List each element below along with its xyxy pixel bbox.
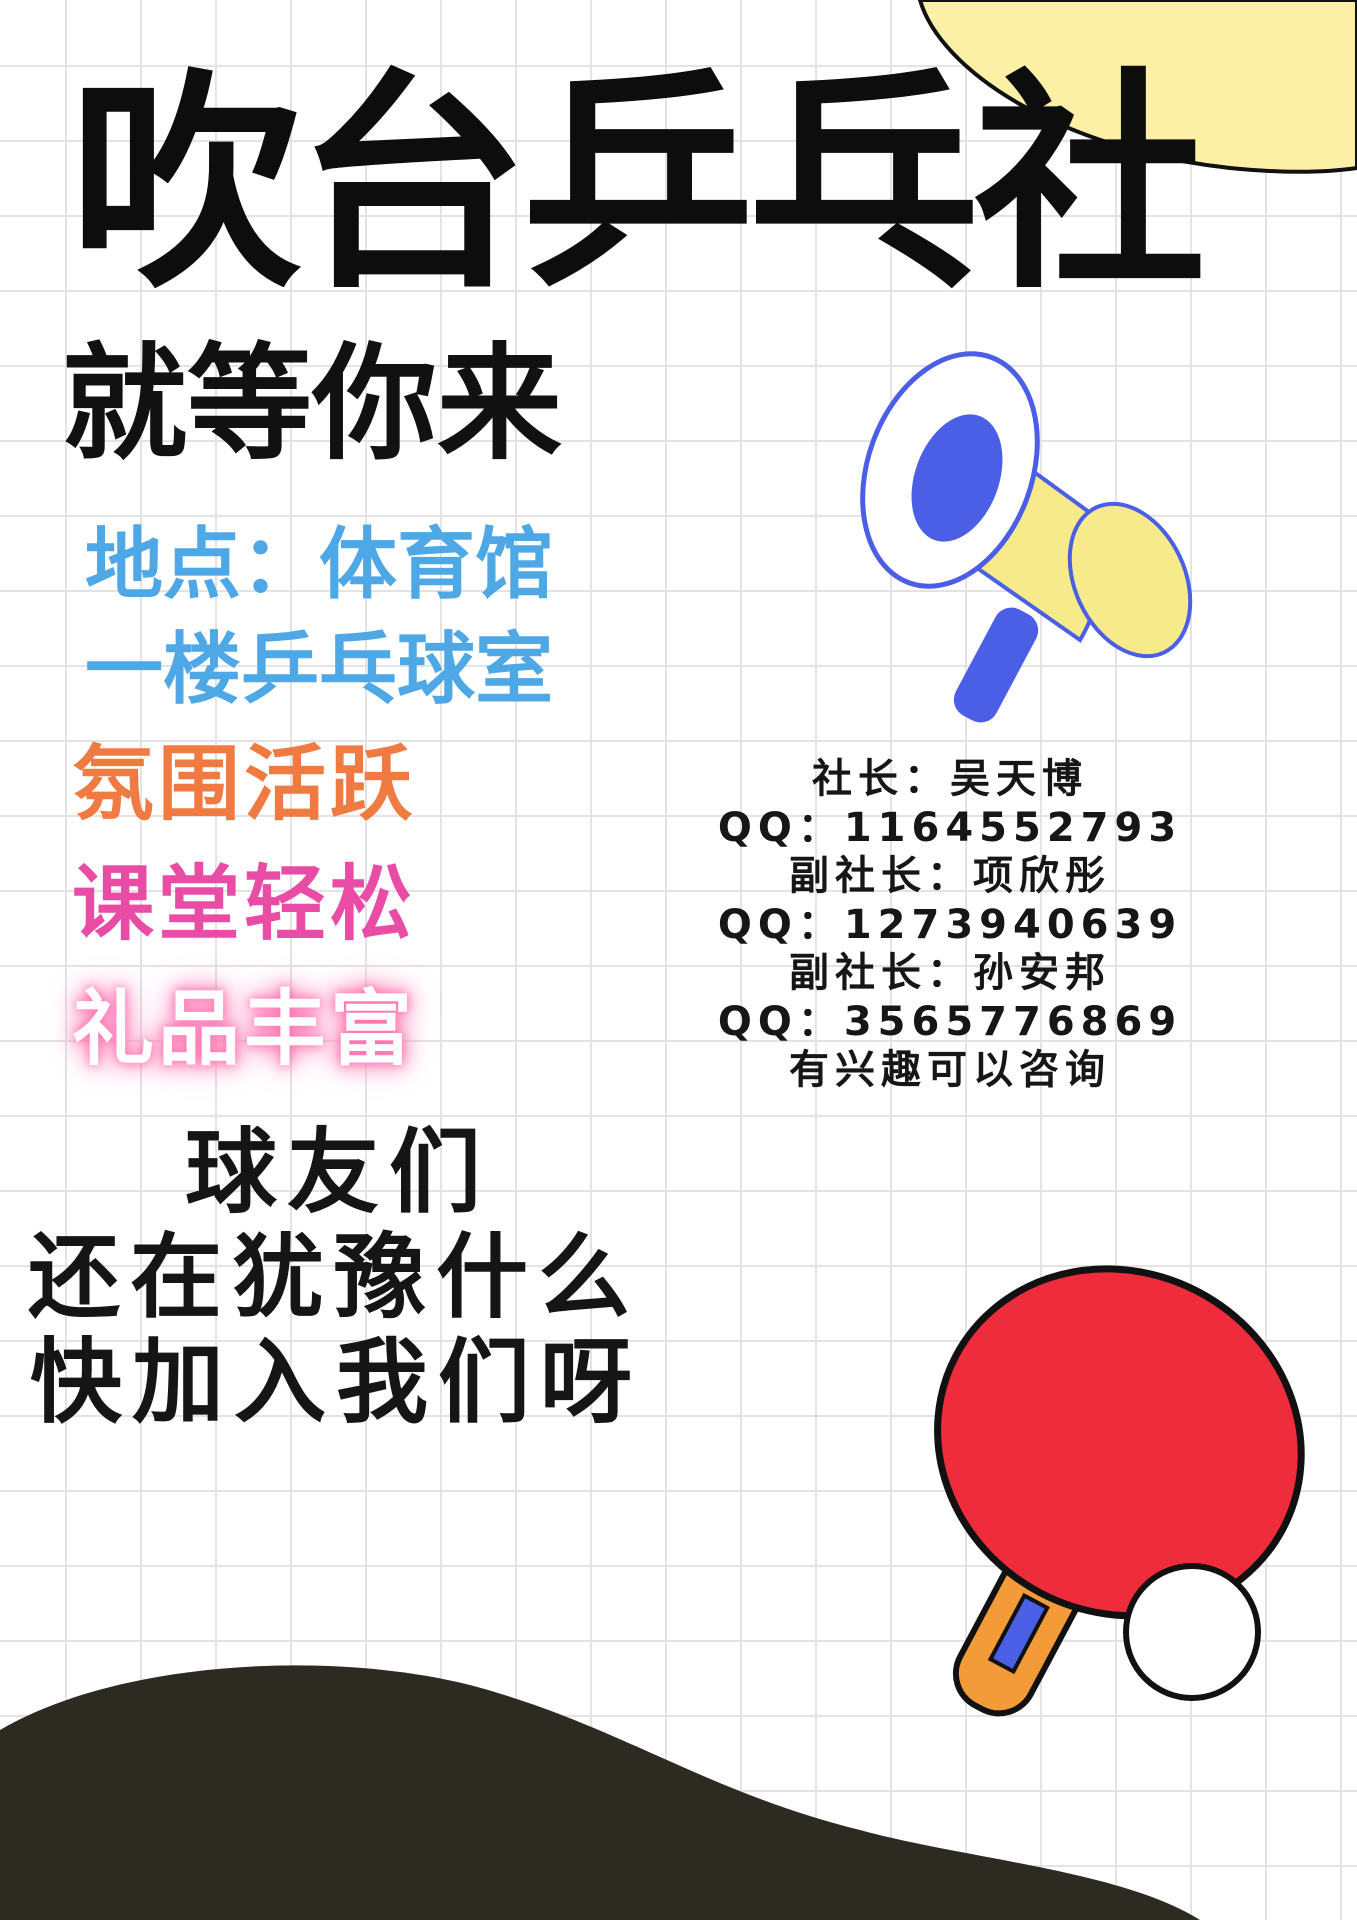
vice-president-1-qq: QQ：1273940639 [717,901,1183,948]
megaphone-icon [860,351,1193,723]
feature-relaxed-class: 课堂轻松 [72,857,417,952]
vice-president-2-name: 副社长：孙安邦 [789,950,1111,996]
vice-president-1-name: 副社长：项欣彤 [789,853,1111,899]
contact-info: 社长：吴天博 QQ：1164552793 副社长：项欣彤 QQ：12739406… [710,755,1190,1095]
feature-rich-gifts: 礼品丰富 [72,982,417,1077]
speech-bubble-shape [917,0,1357,174]
president-qq: QQ：1164552793 [717,804,1183,851]
ping-pong-paddle-icon [934,1265,1305,1717]
vice-president-2-qq: QQ：3565776869 [717,998,1183,1045]
president-name: 社长：吴天博 [812,756,1088,802]
cta-line-2: 还在犹豫什么 [28,1224,641,1331]
poster-title: 吹台乒乓社 [70,50,1206,320]
ping-pong-ball-icon [1123,1563,1261,1701]
feature-lively-atmosphere: 氛围活跃 [72,737,417,832]
location-line-2: 一楼乒乓球室 [85,624,554,715]
inquiry-note: 有兴趣可以咨询 [789,1047,1111,1093]
cta-line-3: 快加入我们呀 [30,1329,643,1436]
location-line-1: 地点：体育馆 [85,519,554,610]
cta-line-1: 球友们 [185,1119,492,1226]
dark-ground-shape [0,1665,1200,1920]
slogan: 就等你来 [62,332,562,477]
